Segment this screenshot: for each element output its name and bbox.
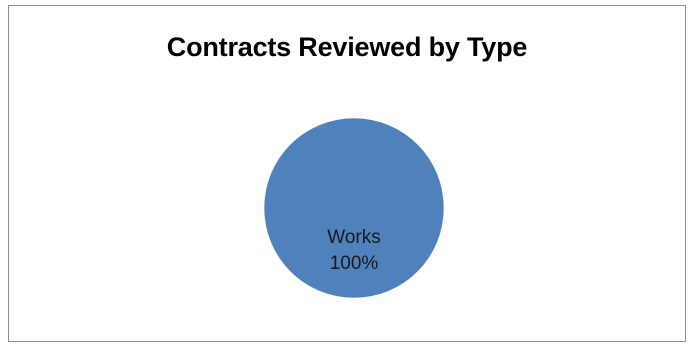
pie-chart: Works 100% (9, 6, 687, 343)
chart-area: Contracts Reviewed by Type Works 100% (8, 5, 686, 342)
data-label-percent: 100% (330, 253, 379, 274)
data-label-category: Works (327, 227, 380, 248)
